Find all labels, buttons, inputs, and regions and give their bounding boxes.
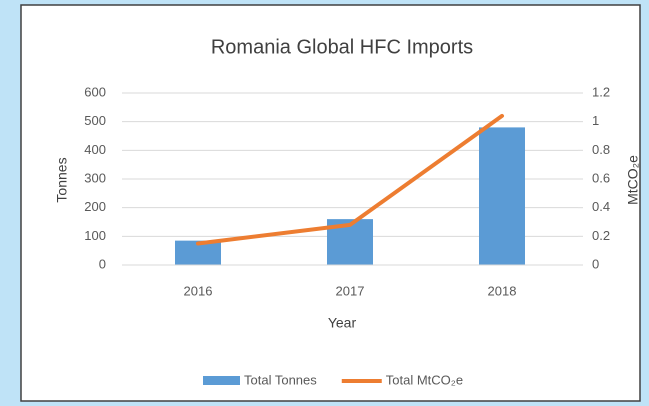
y2-tick-label: 1 <box>592 113 599 128</box>
x-axis-title: Year <box>328 315 357 331</box>
y-tick-label: 600 <box>84 84 106 99</box>
y2-tick-label: 0.4 <box>592 199 610 214</box>
bar <box>479 127 525 266</box>
legend-label: Total MtCO₂e <box>386 372 463 387</box>
y-axis-title: Tonnes <box>54 157 70 202</box>
y2-tick-label: 0.2 <box>592 228 610 243</box>
legend-label: Total Tonnes <box>244 372 317 387</box>
line <box>196 113 504 246</box>
x-tick-label: 2017 <box>336 283 365 298</box>
y-tick-label: 500 <box>84 113 106 128</box>
legend-swatch <box>203 376 240 385</box>
y2-tick-label: 0 <box>592 256 599 271</box>
y2-axis-title: MtCO₂e <box>625 155 641 205</box>
y2-tick-label: 0.6 <box>592 170 610 185</box>
y-tick-label: 100 <box>84 228 106 243</box>
y-tick-label: 300 <box>84 170 106 185</box>
y-tick-label: 0 <box>99 256 106 271</box>
y2-tick-label: 0.8 <box>592 142 610 157</box>
y-tick-label: 200 <box>84 199 106 214</box>
chart-title: Romania Global HFC Imports <box>211 36 473 58</box>
x-tick-label: 2018 <box>488 283 517 298</box>
y2-tick-label: 1.2 <box>592 84 610 99</box>
chart-frame <box>20 4 641 402</box>
x-tick-label: 2016 <box>184 283 213 298</box>
y-tick-label: 400 <box>84 142 106 157</box>
